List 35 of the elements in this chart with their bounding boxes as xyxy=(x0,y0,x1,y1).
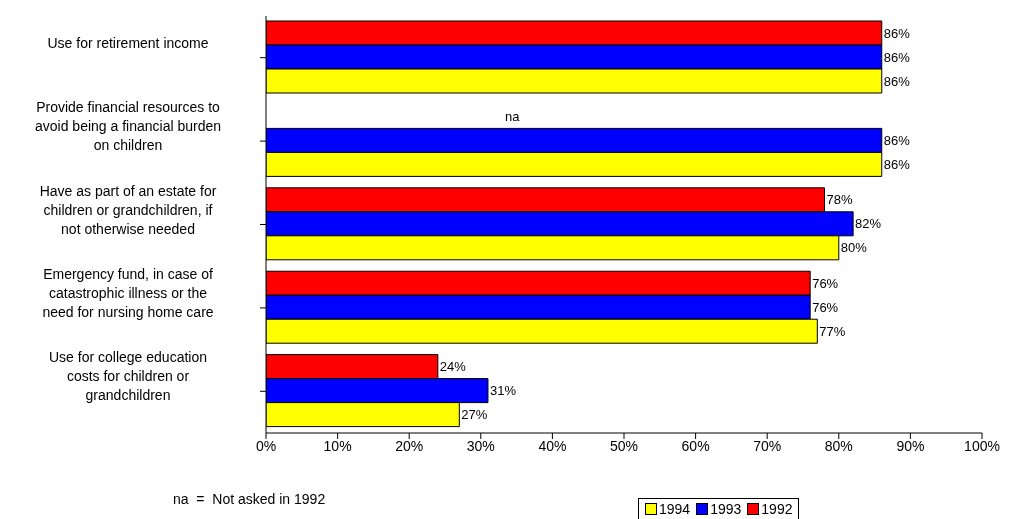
data-label: 78% xyxy=(826,192,853,208)
x-tick-label: 40% xyxy=(538,437,567,454)
data-label: 82% xyxy=(855,216,882,232)
y-tick-label: Use for retirement income xyxy=(47,34,209,51)
data-label: 27% xyxy=(461,407,488,423)
data-label: 77% xyxy=(819,323,846,339)
x-tick-label: 90% xyxy=(896,437,925,454)
y-tick-label: Use for college education costs for children or grandchildren xyxy=(49,349,207,404)
y-tick-label: Have as part of an estate for children or grandchildren, if not otherwise needed xyxy=(39,182,217,237)
data-label: 31% xyxy=(489,383,517,399)
x-tick-label: 60% xyxy=(681,437,710,454)
data-label: 80% xyxy=(840,240,868,256)
x-tick-label: 70% xyxy=(753,437,782,454)
x-tick-label: 0% xyxy=(255,437,277,454)
x-tick-label: 30% xyxy=(466,437,495,454)
data-label: 86% xyxy=(883,157,911,173)
legend-label: 1993 xyxy=(709,501,742,517)
y-tick-label: Provide financial resources to avoid being a financial burden on children xyxy=(34,99,222,154)
text: na = Not asked in 1992 xyxy=(173,491,326,507)
legend-label: 1992 xyxy=(760,501,793,517)
data-label: 86% xyxy=(883,49,911,65)
x-tick-label: 50% xyxy=(609,437,639,454)
x-tick-label: 80% xyxy=(824,437,853,454)
data-label: 86% xyxy=(883,133,911,149)
data-label: 86% xyxy=(883,73,911,89)
text: na xyxy=(505,108,520,124)
y-tick-label: Emergency fund, in case of catastrophic illness or the need for nursing home care xyxy=(42,265,214,320)
data-label: 76% xyxy=(812,275,839,291)
data-label: 76% xyxy=(812,299,839,315)
x-tick-label: 10% xyxy=(323,437,352,454)
x-tick-label: 20% xyxy=(395,437,424,454)
data-label: 86% xyxy=(883,25,911,41)
legend-label: 1994 xyxy=(658,501,691,517)
x-tick-label: 100% xyxy=(964,437,1000,454)
data-label: 24% xyxy=(439,359,467,375)
